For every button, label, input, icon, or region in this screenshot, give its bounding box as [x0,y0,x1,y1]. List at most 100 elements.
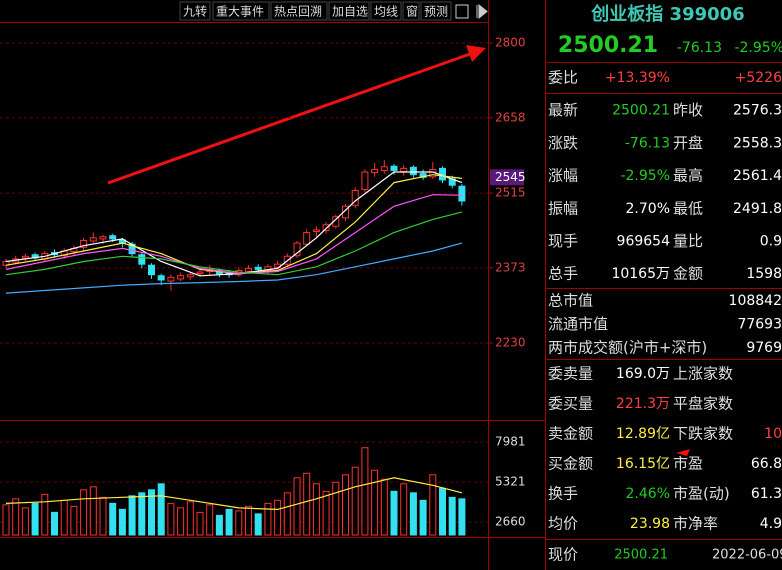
moving-average [5,211,463,276]
volume-bar [235,510,243,536]
volume-bar [419,499,427,536]
toolbar-label[interactable]: 预测 [424,5,448,19]
toolbar-label[interactable]: 重大事件 [216,5,264,19]
volume-bar [390,490,398,536]
field-label: 涨幅 [548,167,578,185]
field-value: 23.98 [630,516,670,532]
candle-body [361,171,369,190]
volume-bar [2,504,10,536]
volume-bar [371,469,379,536]
volume-bar [128,495,136,536]
footer-label: 现价 [548,546,578,564]
footer-date: 2022-06-09, [712,548,782,563]
y-tick-label: 7981 [495,434,526,448]
candle-body [99,236,107,240]
volume-bar [138,492,146,536]
candle-body [312,229,320,233]
candle-body [380,166,388,171]
candle-body [322,224,330,231]
candle-body [390,165,398,171]
field-value: 10 [764,426,782,442]
field-value: 61.3 [751,486,782,502]
candle-body [303,232,311,245]
candle-body [177,275,185,280]
field-value: 2491.8 [733,201,782,217]
candle-body [409,166,417,176]
volume-bar [157,483,165,536]
field-value: 10165万 [611,266,670,282]
field-label: 最低 [673,199,703,217]
field-value: +13.39% [605,70,670,86]
lock-icon[interactable] [455,4,469,19]
volume-bar [186,501,194,536]
volume-bar [264,502,272,536]
field-label: 两市成交额(沪市+深市) [548,339,707,357]
volume-bar [429,474,437,536]
field-label: 总市值 [548,292,593,310]
volume-bar [148,489,155,536]
toolbar-button[interactable] [212,1,270,21]
candle-body [148,264,155,276]
field-value: 2558.3 [733,135,782,151]
stock-name: 创业板指 399006 [590,3,744,25]
volume-bar [293,477,301,536]
volume-bar [361,447,369,536]
volume-bar [12,498,20,536]
volume-bar [274,499,282,536]
volume-bar [99,496,107,536]
field-label: 流通市值 [548,315,608,333]
toolbar-label[interactable]: 窗 [406,5,418,19]
toolbar-label[interactable]: 加自选 [332,5,368,19]
field-label: 委买量 [548,395,593,413]
y-tick-label: 2230 [495,336,526,350]
field-value: -2.95% [620,168,670,184]
field-value: -76.13 [625,135,670,151]
volume-bar [303,472,311,536]
toolbar-button[interactable] [402,1,420,21]
field-value: 1598 [746,266,782,282]
expand-icon[interactable] [476,3,488,20]
toolbar-button[interactable] [420,1,452,21]
volume-bar [109,502,117,536]
volume-bar [196,511,204,536]
volume-bar [118,508,126,536]
field-label: 买金额 [548,455,593,473]
field-value: 66.8 [751,456,782,472]
field-label: 平盘家数 [673,395,733,413]
y-tick-label: 2658 [495,110,526,124]
toolbar-button[interactable] [179,1,211,21]
field-label: 市盈 [673,455,703,473]
field-value: 77693 [737,317,782,333]
price-marker: 2545 [495,170,526,184]
candle-body [2,261,10,266]
volume-bar [448,496,456,536]
field-label: 开盘 [673,134,703,152]
field-label: 金额 [673,265,703,283]
volume-bar [89,486,97,536]
toolbar-button[interactable] [270,1,328,21]
volume-bar [351,466,359,536]
volume-bar [312,483,320,536]
field-value: 2576.3 [733,103,782,119]
toolbar-label[interactable]: 均线 [374,5,398,19]
candle-body [264,266,272,271]
y-tick-label: 2800 [495,36,526,50]
field-label: 现手 [548,232,578,250]
field-label: 最新 [548,101,578,119]
candle-body [458,185,466,202]
y-tick-label: 2373 [495,260,526,274]
candle-body [400,167,408,173]
volume-bar [225,508,233,536]
candle-body [21,255,29,259]
candle-body [157,275,165,281]
candle-body [196,271,204,275]
toolbar-button[interactable] [328,1,370,21]
volume-bar [380,478,388,536]
toolbar-button[interactable] [370,1,402,21]
candle-body [138,254,146,265]
candle-body [293,242,301,257]
toolbar-label[interactable]: 热点回溯 [274,4,322,19]
toolbar-label[interactable]: 九转 [183,4,207,19]
field-label: 卖金额 [548,425,593,443]
stock-price: 2500.21 [558,33,658,58]
